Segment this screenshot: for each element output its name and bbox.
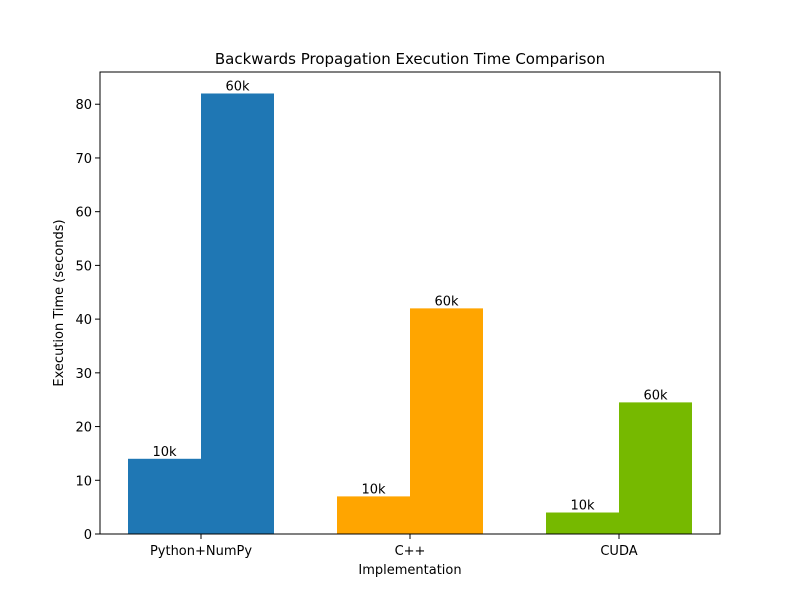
x-tick-label: C++ — [395, 544, 426, 559]
y-tick-label: 50 — [75, 259, 92, 274]
y-tick-label: 30 — [75, 367, 92, 382]
y-tick-label: 70 — [75, 152, 92, 167]
y-axis: 0 10 20 30 40 50 60 70 80 — [75, 98, 100, 543]
y-tick-label: 60 — [75, 206, 92, 221]
bar-data-label: 10k — [570, 499, 595, 514]
bar-data-label: 10k — [361, 482, 386, 497]
bar-cuda-10k — [546, 512, 619, 534]
x-axis-label: Implementation — [358, 563, 461, 578]
y-axis-label: Execution Time (seconds) — [52, 219, 67, 386]
bar-data-label: 60k — [434, 294, 459, 309]
chart-title: Backwards Propagation Execution Time Com… — [215, 50, 605, 68]
y-tick-label: 0 — [84, 528, 92, 543]
bar-c--60k — [410, 308, 483, 534]
y-tick-label: 40 — [75, 313, 92, 328]
bar-data-label: 10k — [152, 445, 177, 460]
bars-layer — [128, 93, 692, 534]
x-axis: Python+NumPy C++ CUDA — [150, 534, 638, 559]
x-tick-label: CUDA — [600, 544, 637, 559]
bar-cuda-60k — [619, 402, 692, 534]
y-tick-label: 20 — [75, 421, 92, 436]
x-tick-label: Python+NumPy — [150, 544, 252, 559]
bar-c--10k — [337, 496, 410, 534]
y-tick-label: 80 — [75, 98, 92, 113]
y-tick-label: 10 — [75, 474, 92, 489]
bar-data-label: 60k — [225, 79, 250, 94]
bar-data-label: 60k — [643, 388, 668, 403]
bar-python-numpy-60k — [201, 93, 274, 534]
bar-python-numpy-10k — [128, 458, 201, 534]
bar-labels-layer: 10k 60k 10k 60k 10k 60k — [152, 79, 668, 513]
